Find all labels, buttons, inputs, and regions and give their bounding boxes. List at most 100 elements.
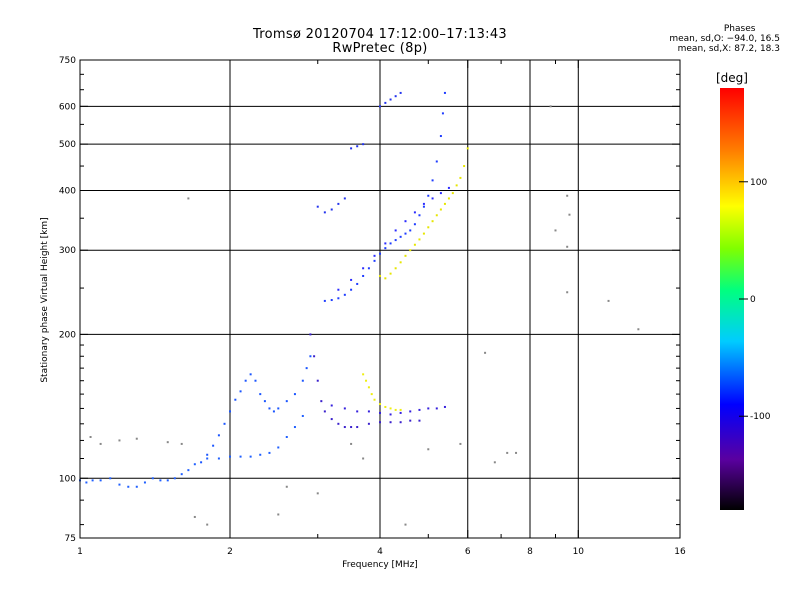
data-point — [350, 147, 353, 150]
data-point — [394, 239, 397, 242]
data-point — [254, 379, 257, 382]
data-point — [143, 481, 146, 484]
data-point — [384, 101, 387, 104]
data-point — [285, 400, 288, 403]
data-point — [259, 453, 262, 456]
data-point — [389, 242, 392, 245]
data-point — [447, 186, 450, 189]
y-axis-label: Stationary phase Virtual Height [km] — [40, 217, 50, 382]
data-point — [249, 455, 252, 458]
data-point — [356, 410, 359, 413]
data-point — [484, 351, 487, 354]
x-tick-label: 8 — [527, 547, 533, 557]
data-point — [379, 421, 381, 424]
data-point — [418, 419, 421, 422]
phase-o-stats: mean, sd,O: −94.0, 16.5 — [669, 34, 780, 44]
data-point — [389, 98, 392, 101]
data-point — [323, 410, 326, 413]
data-point — [637, 328, 640, 331]
data-point — [193, 463, 196, 466]
data-point — [431, 179, 434, 182]
data-point — [135, 437, 138, 440]
colorbar-tick-label: -100 — [750, 412, 771, 422]
data-point — [455, 184, 458, 187]
data-point — [343, 426, 346, 429]
data-point — [85, 481, 88, 484]
data-point — [459, 442, 462, 445]
data-point — [293, 426, 296, 429]
colorbar: [deg] 100 0 -100 — [716, 71, 771, 510]
data-point — [418, 214, 421, 217]
data-point — [330, 404, 333, 407]
data-point — [268, 451, 271, 454]
data-point — [118, 439, 121, 442]
data-point — [305, 367, 308, 370]
data-point — [343, 293, 346, 296]
data-point — [337, 422, 340, 425]
data-point — [356, 145, 359, 148]
data-point — [180, 442, 183, 445]
data-point — [427, 448, 430, 451]
data-point — [166, 479, 169, 482]
data-point — [384, 277, 387, 280]
data-point — [493, 461, 496, 464]
x-tick-label: 16 — [674, 547, 686, 557]
x-tick-label: 2 — [227, 547, 233, 557]
chart-subtitle: RwPretec (8p) — [332, 41, 428, 56]
data-point — [443, 91, 446, 94]
data-point — [206, 457, 209, 460]
data-point — [301, 414, 304, 417]
data-point — [259, 393, 262, 396]
data-point — [356, 282, 359, 285]
data-point — [320, 400, 323, 403]
data-point — [206, 453, 209, 456]
colorbar-tick-label: 0 — [750, 295, 756, 305]
y-tick-label: 100 — [59, 474, 76, 484]
data-point — [316, 205, 319, 208]
y-tick-label: 75 — [65, 534, 76, 544]
data-point — [389, 413, 392, 416]
data-point — [373, 259, 376, 262]
data-point — [330, 208, 333, 211]
data-point — [399, 235, 402, 238]
data-point — [212, 444, 215, 447]
data-point — [399, 408, 402, 411]
data-point — [229, 455, 231, 458]
data-point — [394, 267, 397, 270]
data-point — [404, 220, 407, 223]
data-point — [389, 421, 392, 424]
x-tick-label: 10 — [573, 547, 585, 557]
data-point — [367, 267, 370, 270]
data-point — [379, 403, 381, 406]
data-point — [337, 288, 340, 291]
data-point — [343, 407, 346, 410]
data-point — [373, 254, 376, 257]
y-tick-label: 200 — [59, 330, 76, 340]
data-point — [418, 238, 421, 241]
data-point — [506, 451, 509, 454]
data-point — [447, 197, 450, 200]
data-point — [313, 355, 316, 358]
chart-title: Tromsø 20120704 17:12:00–17:13:43 — [252, 27, 508, 42]
data-point — [413, 243, 416, 246]
data-point — [173, 477, 176, 480]
data-point — [365, 379, 368, 382]
data-point — [566, 194, 569, 197]
data-point — [409, 419, 412, 422]
data-point — [337, 202, 340, 205]
data-point — [466, 147, 469, 150]
y-tick-label: 500 — [59, 140, 76, 150]
data-point — [159, 479, 162, 482]
data-point — [118, 483, 121, 486]
data-point — [389, 272, 392, 275]
data-point — [422, 205, 425, 208]
data-point — [367, 410, 370, 413]
data-point — [384, 405, 387, 408]
data-point — [277, 513, 280, 516]
phase-info: Phases mean, sd,O: −94.0, 16.5 mean, sd,… — [669, 24, 780, 54]
data-point — [206, 523, 209, 526]
data-point — [394, 408, 397, 411]
data-point — [89, 435, 92, 438]
data-point — [293, 393, 296, 396]
colorbar-unit: [deg] — [716, 71, 748, 85]
